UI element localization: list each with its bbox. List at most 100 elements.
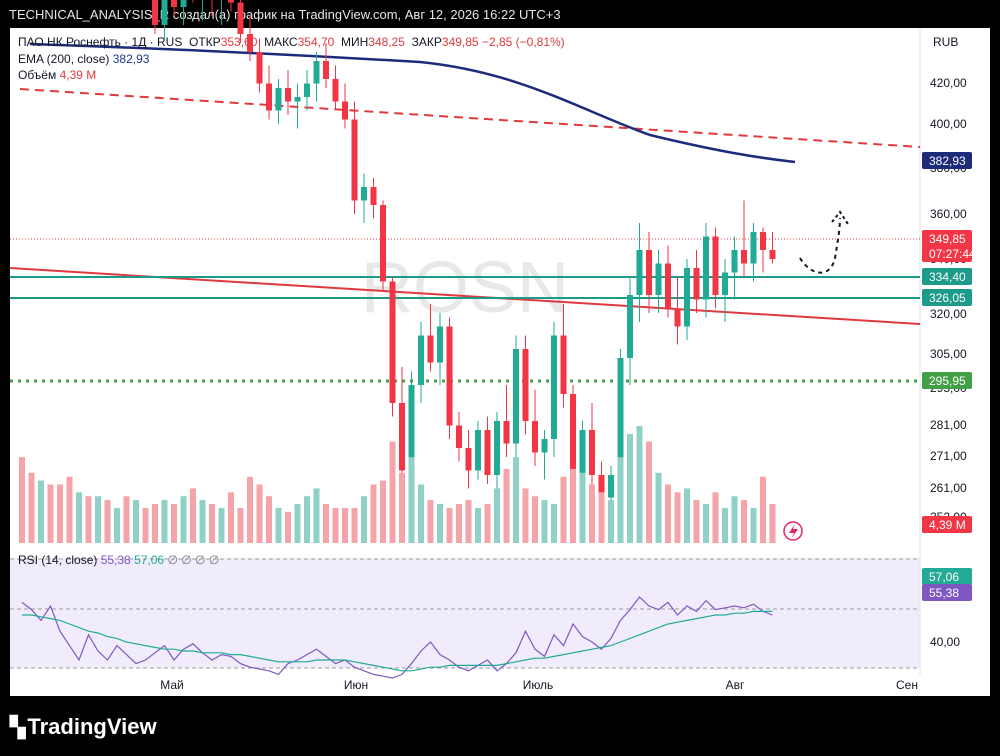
price-tag-label: 326,05 [929,291,966,305]
candle-body [646,250,652,295]
candle-body [180,0,187,7]
volume-bar [323,504,329,543]
price-tag [922,152,972,169]
candle-body [294,97,301,102]
legend-interval[interactable]: 1Д [131,35,147,49]
volume-bar [503,468,510,543]
rsi-tag-label: 55,38 [929,586,959,600]
candle-body [342,101,348,120]
legend-high-label: МАКС [264,35,298,49]
price-tag-label: 382,93 [929,154,966,168]
volume-bar [95,496,101,543]
tv-logo-icon: ▚ [10,717,25,739]
price-tag [922,245,972,262]
volume-bar [456,504,462,543]
price-tag [922,289,972,306]
y-axis-tick-label: 271,00 [930,449,967,463]
candle-body [408,385,415,471]
price-tag-label: 295,95 [929,374,966,388]
x-axis-tick-label: Сен [896,678,918,692]
volume-bar [190,488,196,543]
volume-bar [199,500,206,543]
volume-bar [484,504,491,543]
symbol-watermark: ROSN [361,248,569,328]
rsi-ma-line [22,610,773,672]
rsi-tag [922,584,972,601]
candle-body [465,448,472,471]
candle-body [332,79,339,102]
volume-bar [342,507,348,543]
candle-body [256,52,263,84]
candle-body [456,425,462,448]
legend-rsi-row[interactable]: RSI (14, close) 55,38 57,06 ∅ ∅ ∅ ∅ [18,553,219,567]
volume-bar [437,504,443,543]
candle-body [769,250,776,259]
volume-bar [427,500,434,543]
legend-volume-row[interactable]: Объём 4,39 M [18,68,96,82]
volume-bar [370,484,377,543]
legend-close: 349,85 [441,35,479,49]
candle-body [522,349,529,421]
y-axis-tick-label: 360,00 [930,207,967,221]
candle-body [731,250,738,273]
rsi-line [21,596,773,679]
volume-bar [684,488,690,543]
rsi-band [10,559,920,668]
tradingview-brand: TradingView [27,714,157,739]
legend-ema-row[interactable]: EMA (200, close) 382,93 [18,52,149,66]
candle-body [275,88,282,111]
legend-rsi-label: RSI (14, close) [18,553,98,567]
legend-low: 348,25 [368,35,405,49]
candle-body [427,335,434,363]
volume-bar [446,507,453,543]
volume-bar [275,507,282,543]
x-axis-tick-label: Июн [344,678,368,692]
volume-bar [256,484,263,543]
legend-change: −2,85 (−0,81%) [481,35,565,49]
legend-ema-value: 382,93 [112,52,150,66]
candle-body [247,34,253,52]
attribution-text: TECHNICAL_ANALYSIS_R создал(а) график на… [9,7,561,22]
legend-symbol[interactable]: ПАО НК Роснефть [18,35,121,49]
volume-bar [494,488,500,543]
candle-body [313,61,320,84]
volume-bar [655,472,662,543]
lightning-icon[interactable] [783,521,803,541]
candle-body [712,236,719,295]
candle-body [760,232,766,250]
y-axis-tick-label: 400,00 [930,117,967,131]
candle-body [674,308,681,327]
volume-bar [218,507,225,543]
y-axis-tick-label: 261,00 [930,481,967,495]
volume-bar [85,496,92,543]
candle-body [636,250,643,295]
footer-bar [0,696,1000,756]
volume-bar [47,484,54,543]
currency-label[interactable]: RUB [933,35,959,49]
legend-rsi-ma: 57,06 [134,553,165,567]
candle-body [484,430,491,475]
volume-bar [465,500,472,543]
volume-bar [161,500,168,543]
volume-bar [646,441,652,543]
volume-bar [703,504,709,543]
candle-body [579,430,586,484]
volume-bar [608,500,614,543]
price-tag-label: 349,85 [929,232,966,246]
candle-body [351,119,358,201]
x-axis-tick-label: Авг [726,678,745,692]
candle-body [703,236,709,300]
volume-bar [266,496,272,543]
volume-bar [741,500,747,543]
candle-body [503,421,510,444]
volume-bar [114,507,120,543]
forecast-arrowhead [831,210,849,225]
x-axis-tick-label: Май [160,678,184,692]
volume-bar [541,500,548,543]
rsi-axis-tick-label: 40,00 [930,635,960,649]
legend-main-row: ПАО НК Роснефть · 1Д · RUS ОТКР353,60 МА… [18,35,565,49]
volume-bar [418,484,424,543]
candle-body [589,430,595,475]
volume-bar [123,496,130,543]
